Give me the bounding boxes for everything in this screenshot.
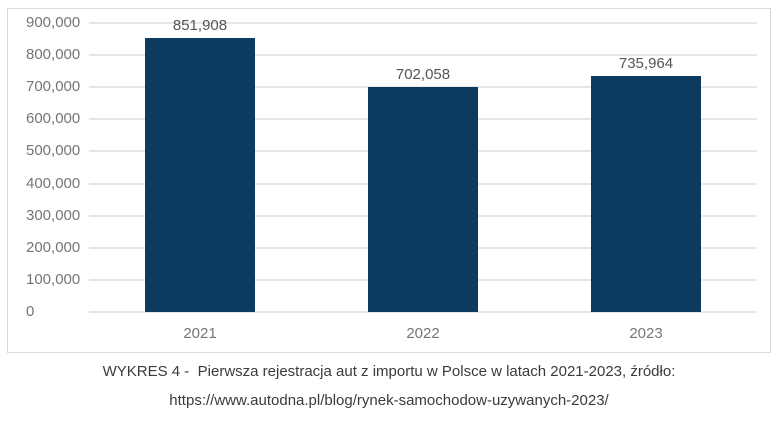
x-tick-label: 2023: [629, 325, 663, 342]
bar-2023: [591, 76, 701, 312]
caption-line-1: WYKRES 4 - Pierwsza rejestracja aut z im…: [102, 363, 676, 380]
gridline: [89, 54, 757, 56]
y-tick-label: 800,000: [26, 46, 81, 63]
y-tick-label: 900,000: [26, 14, 81, 31]
y-tick-label: 0: [26, 303, 35, 320]
x-tick-label: 2021: [183, 325, 217, 342]
y-tick-label: 200,000: [26, 239, 81, 256]
y-tick-label: 100,000: [26, 271, 81, 288]
bar-2021: [145, 38, 255, 312]
y-tick-label: 600,000: [26, 110, 81, 127]
caption-line-2: https://www.autodna.pl/blog/rynek-samoch…: [169, 392, 609, 409]
y-tick-label: 300,000: [26, 207, 81, 224]
gridline: [89, 22, 757, 24]
bar-2022: [368, 87, 478, 312]
gridline: [89, 311, 757, 313]
y-tick-label: 700,000: [26, 78, 81, 95]
x-tick-label: 2022: [406, 325, 440, 342]
bar-value-label: 851,908: [172, 17, 228, 34]
bar-chart: 0 100,000 200,000 300,000 400,000 500,000 600,…: [7, 8, 771, 353]
y-tick-label: 500,000: [26, 142, 81, 159]
bar-value-label: 702,058: [395, 66, 451, 83]
chart-caption: WYKRES 4 - Pierwsza rejestracja aut z im…: [0, 357, 778, 415]
y-tick-label: 400,000: [26, 175, 81, 192]
bar-value-label: 735,964: [618, 55, 674, 72]
